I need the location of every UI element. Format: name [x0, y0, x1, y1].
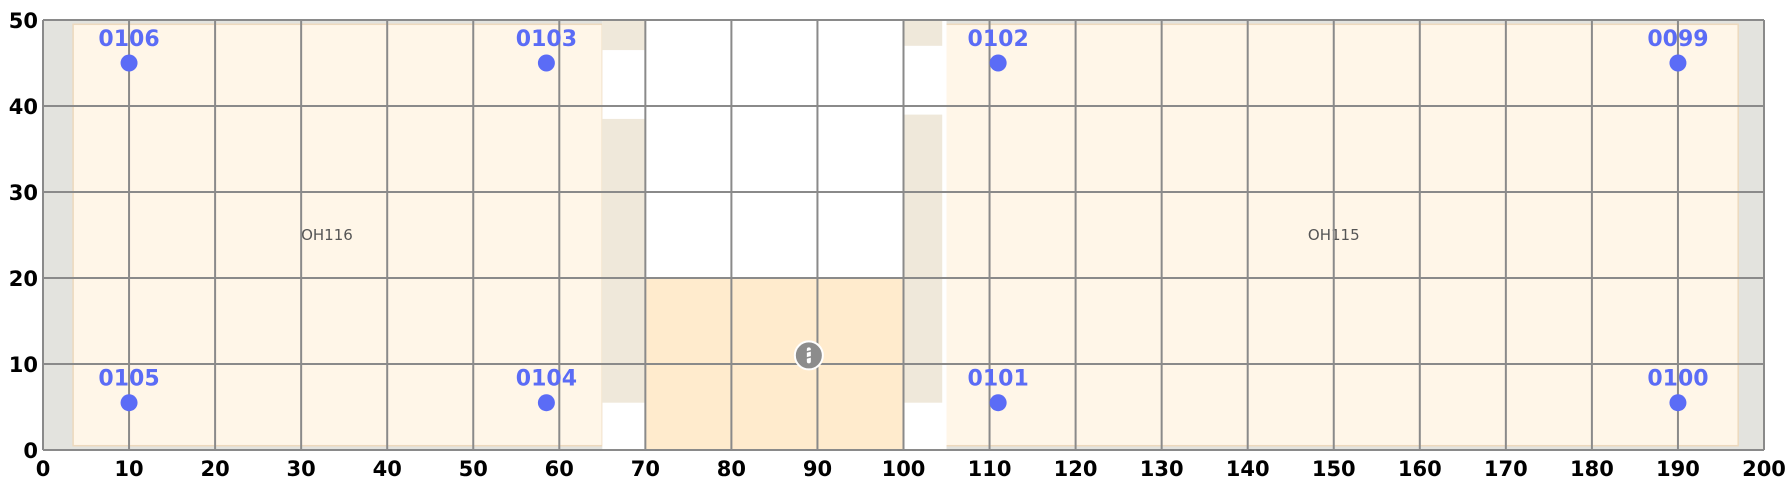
sensor-dot[interactable] — [989, 54, 1007, 72]
info-icon-glyph — [806, 347, 811, 364]
y-tick-label: 0 — [23, 439, 38, 463]
x-tick-label: 80 — [717, 457, 746, 481]
room-oh116 — [72, 23, 604, 447]
sensor-label: 0103 — [516, 27, 577, 52]
x-tick-label: 160 — [1398, 457, 1442, 481]
sensor-label: 0105 — [98, 367, 159, 392]
x-tick-label: 10 — [114, 457, 143, 481]
sensor-dot[interactable] — [120, 54, 138, 72]
x-tick-label: 180 — [1570, 457, 1614, 481]
x-tick-label: 0 — [36, 457, 51, 481]
x-tick-label: 200 — [1742, 457, 1786, 481]
info-icon-notch — [804, 355, 814, 360]
sensors-layer[interactable]: 0106 0103 0102 0099 0105 0104 0101 0100 — [98, 27, 1709, 412]
sensor-label: 0101 — [968, 367, 1029, 392]
sensor-0103[interactable]: 0103 — [516, 27, 577, 72]
sensor-dot[interactable] — [120, 394, 138, 412]
wall-strip-left — [602, 118, 646, 403]
x-tick-label: 40 — [373, 457, 402, 481]
sensor-label: 0100 — [1647, 367, 1708, 392]
sensor-0106[interactable]: 0106 — [98, 27, 160, 72]
x-tick-label: 110 — [968, 457, 1012, 481]
x-tick-label: 60 — [545, 457, 574, 481]
x-tick-label: 190 — [1656, 457, 1700, 481]
grid-layer — [42, 19, 1765, 451]
y-tick-label: 40 — [9, 95, 38, 119]
x-tick-label: 20 — [200, 457, 229, 481]
sensor-label: 0104 — [516, 367, 577, 392]
sensor-0099[interactable]: 0099 — [1647, 27, 1709, 72]
x-tick-label: 50 — [459, 457, 488, 481]
sensor-0104[interactable]: 0104 — [516, 367, 577, 412]
y-tick-label: 50 — [9, 9, 38, 33]
x-tick-label: 30 — [287, 457, 316, 481]
sensor-0100[interactable]: 0100 — [1647, 367, 1709, 412]
sensor-dot[interactable] — [989, 394, 1007, 412]
y-tick-label: 20 — [9, 267, 38, 291]
sensor-0101[interactable]: 0101 — [968, 367, 1029, 412]
room-oh115 — [937, 23, 1739, 447]
sensor-label: 0102 — [968, 27, 1029, 52]
sensor-label: 0106 — [98, 27, 159, 52]
wall-strip-right — [903, 114, 943, 403]
x-tick-label: 140 — [1226, 457, 1270, 481]
x-tick-label: 100 — [882, 457, 926, 481]
x-tick-label: 150 — [1312, 457, 1356, 481]
sensor-0102[interactable]: 0102 — [968, 27, 1029, 72]
sensor-0105[interactable]: 0105 — [98, 367, 160, 412]
sensor-label: 0099 — [1647, 27, 1708, 52]
x-tick-label: 130 — [1140, 457, 1184, 481]
sensor-dot[interactable] — [537, 394, 555, 412]
marker-layer[interactable] — [793, 340, 824, 371]
sensor-dot[interactable] — [1669, 54, 1687, 72]
y-tick-label: 30 — [9, 181, 38, 205]
info-icon-notch — [804, 349, 814, 354]
y-tick-label: 10 — [9, 353, 38, 377]
x-tick-label: 170 — [1484, 457, 1528, 481]
x-tick-label: 120 — [1054, 457, 1098, 481]
sensor-dot[interactable] — [537, 54, 555, 72]
info-icon[interactable] — [793, 340, 824, 371]
room-label-oh116: OH116 — [301, 226, 353, 244]
x-tick-label: 90 — [803, 457, 832, 481]
rooms-layer: OH116 OH115 — [72, 20, 1739, 450]
sensor-dot[interactable] — [1669, 394, 1687, 412]
x-tick-label: 70 — [631, 457, 660, 481]
axis-ticks: 0 10 20 30 40 50 60 70 80 90 100 110 120 130 140 150 160… — [9, 9, 1786, 481]
wall-strip-left-top — [602, 20, 646, 51]
wall-strip-right-top — [903, 20, 943, 46]
